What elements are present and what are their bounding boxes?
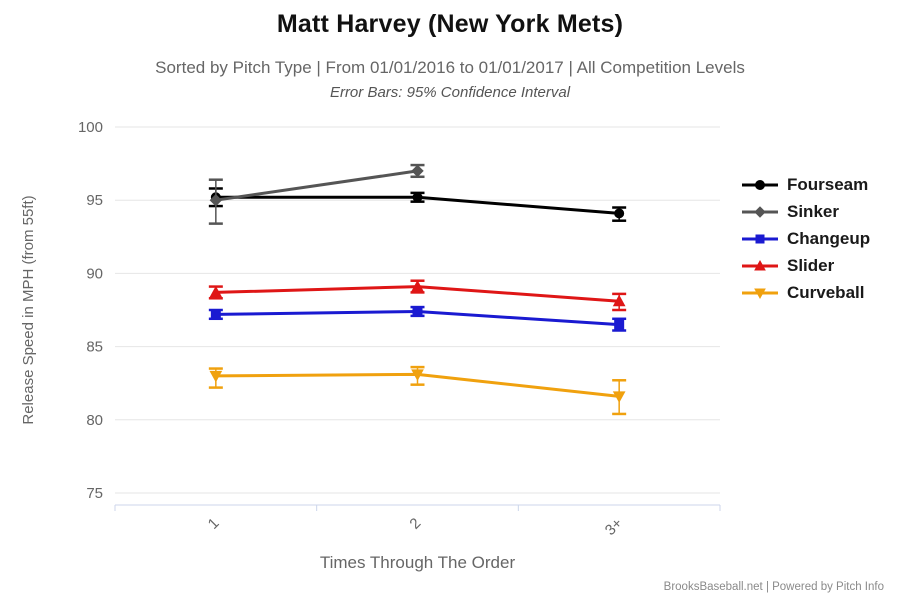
y-tick-label: 90 bbox=[86, 265, 103, 282]
sinker-point-0[interactable] bbox=[209, 193, 223, 207]
y-axis-title: Release Speed in MPH (from 55ft) bbox=[20, 195, 37, 424]
sinker-legend-marker bbox=[742, 205, 778, 218]
changeup-point-2[interactable] bbox=[614, 319, 625, 330]
slider-point-2[interactable] bbox=[612, 294, 626, 307]
legend: Fourseam Sinker Changeup Slider Curveball bbox=[742, 171, 870, 306]
legend-item-sinker[interactable]: Sinker bbox=[742, 198, 870, 225]
y-tick-label: 100 bbox=[78, 119, 103, 136]
y-tick-label: 80 bbox=[86, 412, 103, 429]
slider-point-0[interactable] bbox=[209, 285, 223, 298]
legend-label: Fourseam bbox=[787, 174, 869, 194]
y-tick-label: 85 bbox=[86, 339, 103, 356]
fourseam-point-1[interactable] bbox=[412, 192, 423, 203]
x-tick-label: 3+ bbox=[602, 515, 626, 539]
legend-item-curveball[interactable]: Curveball bbox=[742, 279, 870, 306]
curveball-legend-marker bbox=[742, 288, 778, 299]
slider-point-1[interactable] bbox=[411, 280, 424, 292]
error-bars-note: Error Bars: 95% Confidence Interval bbox=[329, 84, 571, 101]
x-tick-label: 1 bbox=[205, 515, 223, 533]
sinker-line bbox=[214, 169, 419, 202]
legend-item-changeup[interactable]: Changeup bbox=[742, 225, 870, 252]
legend-label: Curveball bbox=[787, 282, 865, 302]
legend-item-slider[interactable]: Slider bbox=[742, 252, 870, 279]
curveball-point-0[interactable] bbox=[209, 370, 223, 383]
legend-label: Slider bbox=[787, 255, 835, 275]
y-tick-label: 95 bbox=[86, 192, 103, 209]
legend-label: Changeup bbox=[787, 228, 871, 248]
fourseam-legend-marker bbox=[742, 179, 778, 190]
credits: BrooksBaseball.net | Powered by Pitch In… bbox=[663, 581, 884, 593]
sinker-point-1[interactable] bbox=[411, 164, 424, 178]
legend-label: Sinker bbox=[787, 201, 839, 221]
changeup-point-1[interactable] bbox=[412, 306, 423, 317]
y-tick-label: 75 bbox=[86, 485, 103, 502]
curveball-point-2[interactable] bbox=[612, 391, 626, 403]
x-tick-label: 2 bbox=[406, 515, 424, 533]
fourseam-point-2[interactable] bbox=[614, 208, 625, 219]
slider-legend-marker bbox=[742, 259, 778, 270]
changeup-point-0[interactable] bbox=[210, 309, 221, 320]
x-axis-title: Times Through The Order bbox=[320, 553, 516, 572]
chart-subtitle: Sorted by Pitch Type | From 01/01/2016 t… bbox=[155, 58, 745, 77]
chart-title: Matt Harvey (New York Mets) bbox=[276, 10, 624, 38]
legend-item-fourseam[interactable]: Fourseam bbox=[742, 171, 870, 198]
curveball-point-1[interactable] bbox=[411, 369, 424, 381]
changeup-legend-marker bbox=[742, 234, 778, 243]
